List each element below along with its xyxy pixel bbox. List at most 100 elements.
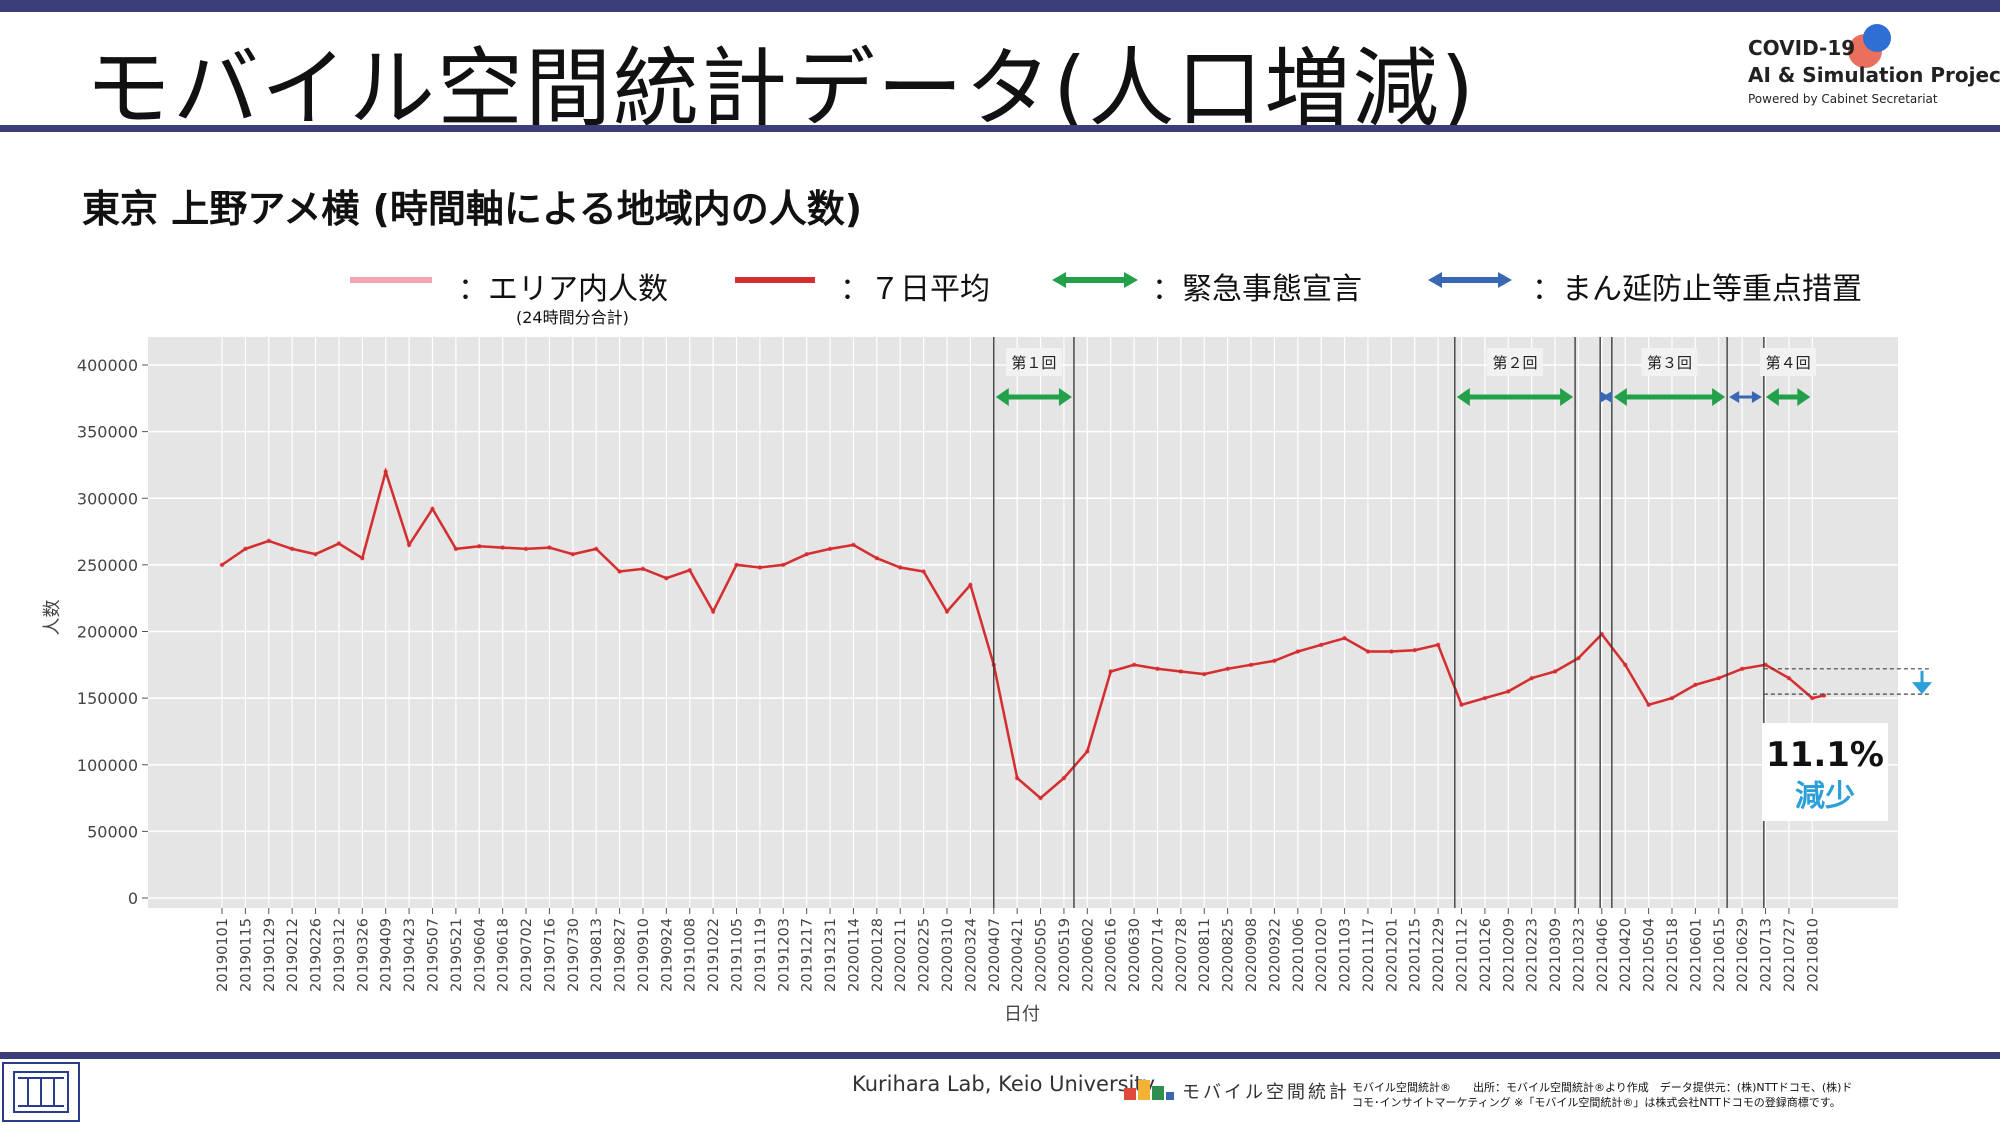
series-avg-point bbox=[1506, 689, 1511, 694]
x-tick-label: 20210126 bbox=[1478, 918, 1494, 992]
x-tick-label: 20190827 bbox=[613, 918, 629, 992]
x-tick-label: 20200630 bbox=[1127, 918, 1143, 992]
x-tick-label: 20191105 bbox=[730, 918, 746, 992]
x-tick-label: 20190326 bbox=[355, 918, 371, 992]
series-avg-point bbox=[1553, 669, 1557, 674]
chart-subtitle: 東京 上野アメ横 (時間軸による地域内の人数) bbox=[82, 187, 863, 231]
y-tick-label: 150000 bbox=[77, 689, 138, 708]
emergency-arrow-head bbox=[1560, 388, 1574, 406]
series-avg-point bbox=[1179, 669, 1183, 674]
emergency-arrow-head bbox=[1058, 388, 1072, 406]
series-avg-line bbox=[221, 467, 1825, 800]
page-title: モバイル空間統計データ(人口増減) bbox=[85, 39, 1477, 139]
x-tick-label: 20210615 bbox=[1712, 918, 1728, 992]
period-label-box bbox=[1760, 348, 1817, 376]
x-tick-label: 20200922 bbox=[1267, 918, 1283, 992]
x-tick-label: 20210406 bbox=[1595, 918, 1611, 992]
series-avg-point bbox=[1623, 663, 1628, 667]
data-source-line-2: コモ･インサイトマーケティング ※「モバイル空間統計®」は株式会社NTTドコモの… bbox=[1352, 1096, 1841, 1109]
period-label: 第４回 bbox=[1766, 354, 1811, 372]
emergency-arrow-head bbox=[1765, 388, 1779, 406]
x-tick-label: 20201103 bbox=[1338, 918, 1354, 992]
x-tick-label: 20210504 bbox=[1642, 918, 1658, 992]
period-label-box bbox=[1641, 348, 1698, 376]
population-chart: 0 50000 100000 150000 200000 250000 300000 3500… bbox=[0, 320, 2000, 1040]
x-tick-label: 20190312 bbox=[332, 918, 348, 992]
series-avg-point bbox=[1155, 667, 1160, 671]
series-avg-point bbox=[711, 609, 715, 614]
series-avg-point bbox=[898, 565, 903, 570]
legend-emergency-label: ：緊急事態宣言 bbox=[1152, 272, 1362, 307]
series-avg-point bbox=[758, 565, 762, 570]
series-avg-point bbox=[617, 569, 622, 574]
series-avg-point bbox=[781, 563, 786, 567]
period-label-box bbox=[1486, 348, 1543, 376]
logo-line-3: Powered by Cabinet Secretariat bbox=[1748, 92, 1938, 106]
series-avg-point bbox=[1015, 776, 1019, 780]
series-avg-point bbox=[1085, 749, 1090, 754]
x-tick-label: 20200714 bbox=[1150, 918, 1166, 992]
series-avg-point bbox=[220, 563, 224, 567]
x-tick-label: 20210518 bbox=[1665, 918, 1681, 992]
x-tick-label: 20210112 bbox=[1455, 918, 1471, 992]
series-avg-point bbox=[921, 569, 926, 574]
data-source-line-1: モバイル空間統計® 出所：モバイル空間統計®より作成 データ提供元：(株)NTT… bbox=[1352, 1081, 1853, 1094]
series-avg-point bbox=[968, 583, 973, 587]
x-tick-label: 20201117 bbox=[1361, 918, 1377, 992]
series-avg-point bbox=[1740, 667, 1744, 671]
x-tick-label: 20200505 bbox=[1034, 918, 1050, 992]
annotation-percentage: 11.1% bbox=[1766, 735, 1884, 775]
priority-arrow-head bbox=[1751, 391, 1762, 403]
bottom-divider bbox=[0, 1052, 2000, 1059]
series-avg-point bbox=[1670, 696, 1674, 700]
series-avg-point bbox=[1763, 663, 1768, 667]
x-tick-label: 20210420 bbox=[1618, 918, 1634, 992]
emergency-arrow-head bbox=[1712, 388, 1726, 406]
series-avg-point bbox=[313, 552, 318, 557]
emergency-arrow-head bbox=[1613, 388, 1627, 406]
x-tick-label: 20190604 bbox=[472, 918, 488, 992]
x-tick-label: 20190115 bbox=[238, 918, 254, 992]
x-tick-label: 20200616 bbox=[1104, 918, 1120, 992]
legend-emergency-arrow-icon bbox=[1052, 272, 1138, 288]
x-tick-label: 20191231 bbox=[823, 918, 839, 992]
series-avg-point bbox=[1483, 696, 1487, 700]
x-tick-label: 20191217 bbox=[800, 918, 816, 992]
x-tick-label: 20191203 bbox=[776, 918, 792, 992]
x-tick-label: 20210713 bbox=[1759, 918, 1775, 992]
series-avg-point bbox=[1600, 632, 1604, 636]
series-avg-point bbox=[1319, 643, 1323, 647]
x-tick-label: 20190409 bbox=[379, 918, 395, 992]
x-tick-label: 20201201 bbox=[1384, 918, 1400, 992]
series-avg-point bbox=[571, 552, 575, 557]
x-tick-label: 20200407 bbox=[987, 918, 1003, 992]
covid19-project-logo: COVID-19 AI & Simulation Project Powered… bbox=[1748, 24, 2000, 113]
series-avg-point bbox=[360, 556, 365, 561]
x-tick-label: 20201020 bbox=[1314, 918, 1330, 992]
series-avg-point bbox=[1787, 676, 1791, 680]
emergency-arrow-head bbox=[1456, 388, 1470, 406]
series-avg-point bbox=[430, 507, 435, 511]
series-avg-point bbox=[875, 556, 879, 561]
series-avg-point bbox=[1459, 702, 1464, 707]
emergency-arrow-head bbox=[995, 388, 1009, 406]
series-avg-point bbox=[454, 547, 458, 551]
x-tick-label: 20200519 bbox=[1057, 918, 1073, 992]
mobile-spatial-statistics-logo: モバイル空間統計 bbox=[1118, 1072, 1347, 1108]
legend-daily-label: ：エリア内人数 bbox=[458, 272, 668, 307]
x-tick-label: 20201215 bbox=[1408, 918, 1424, 992]
x-tick-label: 20201006 bbox=[1291, 918, 1307, 992]
series-avg-point bbox=[687, 568, 692, 573]
series-avg-point bbox=[290, 547, 294, 551]
x-tick-label: 20200225 bbox=[917, 918, 933, 992]
series-avg-point bbox=[1342, 636, 1347, 640]
x-tick-label: 20190730 bbox=[566, 918, 582, 992]
series-avg-point bbox=[547, 545, 552, 550]
series-avg-point bbox=[1132, 663, 1136, 667]
series-avg-point bbox=[1249, 663, 1253, 667]
y-tick-label: 50000 bbox=[87, 822, 138, 841]
x-tick-label: 20190716 bbox=[542, 918, 558, 992]
y-tick-label: 400000 bbox=[77, 356, 138, 375]
legend-priority-arrow-icon bbox=[1428, 272, 1512, 288]
x-tick-label: 20190924 bbox=[659, 918, 675, 992]
